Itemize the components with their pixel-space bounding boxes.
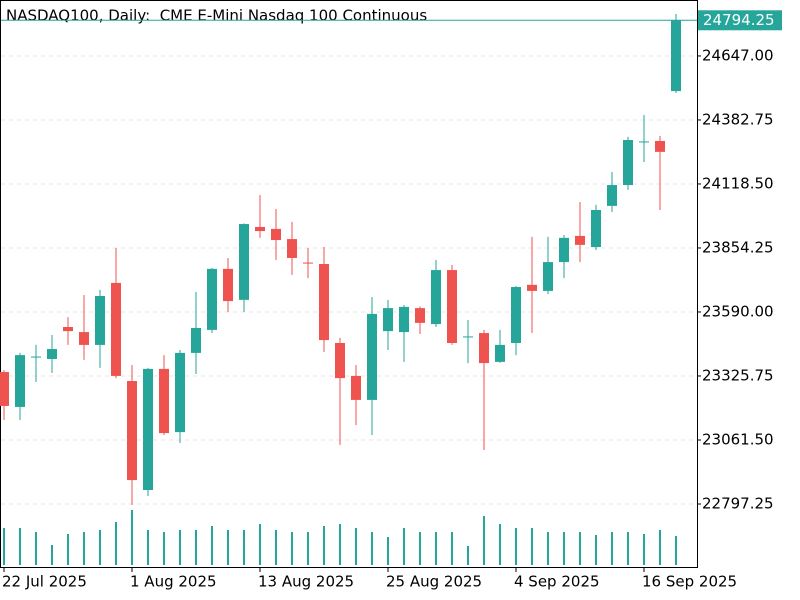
candle-body xyxy=(191,327,201,353)
last-price-box xyxy=(698,10,782,31)
x-tick-label: 1 Aug 2025 xyxy=(130,573,217,591)
chart-title: NASDAQ100, Daily: CME E-Mini Nasdaq 100 … xyxy=(6,7,427,25)
candle-body xyxy=(207,268,217,330)
y-tick-label: 24647.00 xyxy=(702,46,774,64)
candle-body xyxy=(303,262,313,264)
candle-body xyxy=(95,295,105,345)
candle-body xyxy=(575,235,585,245)
candle-body xyxy=(495,344,505,362)
candle-body xyxy=(79,332,89,345)
y-tick-label: 23854.25 xyxy=(702,238,774,256)
candle-body xyxy=(543,262,553,291)
candle-body xyxy=(671,20,681,92)
x-tick-label: 16 Sep 2025 xyxy=(642,573,737,591)
plot-border xyxy=(0,0,698,568)
candle-body xyxy=(591,210,601,248)
candle-body xyxy=(127,381,137,481)
candle-body xyxy=(479,333,489,364)
candle-body xyxy=(47,349,57,359)
candle-body xyxy=(399,306,409,333)
candle-body xyxy=(623,140,633,186)
candle-body xyxy=(175,352,185,433)
candle-body xyxy=(143,368,153,491)
candle-body xyxy=(527,284,537,291)
candle-body xyxy=(383,308,393,332)
y-tick-label: 23061.50 xyxy=(702,430,774,448)
y-tick-label: 23325.75 xyxy=(702,366,774,384)
candle-body xyxy=(367,313,377,400)
y-tick-label: 24382.75 xyxy=(702,110,774,128)
candle-body xyxy=(335,342,345,379)
candle-body xyxy=(287,239,297,258)
y-tick-label: 24118.50 xyxy=(702,174,774,192)
candle-body xyxy=(351,375,361,400)
y-tick-label: 22797.25 xyxy=(702,494,774,512)
candle-body xyxy=(31,356,41,358)
candle-body xyxy=(319,264,329,341)
candle-body xyxy=(223,268,233,302)
candle-body xyxy=(431,270,441,325)
x-tick-label: 13 Aug 2025 xyxy=(258,573,354,591)
candle-body xyxy=(63,326,73,332)
candle-body xyxy=(639,141,649,143)
y-tick-label: 23590.00 xyxy=(702,302,774,320)
candle-body xyxy=(415,308,425,323)
candle-body xyxy=(559,237,569,263)
candle-body xyxy=(447,270,457,343)
candle-body xyxy=(0,372,9,406)
candle-body xyxy=(463,336,473,338)
x-tick-label: 22 Jul 2025 xyxy=(2,573,87,591)
candle-body xyxy=(655,140,665,152)
candle-body xyxy=(271,228,281,241)
last-price-label: 24794.25 xyxy=(703,11,775,29)
candle-body xyxy=(159,368,169,434)
x-tick-label: 25 Aug 2025 xyxy=(386,573,482,591)
candle-body xyxy=(255,226,265,232)
candle-body xyxy=(511,287,521,343)
candle-body xyxy=(111,282,121,376)
candle-body xyxy=(15,355,25,407)
candle-body xyxy=(607,185,617,206)
x-tick-label: 4 Sep 2025 xyxy=(514,573,600,591)
candle-body xyxy=(239,224,249,300)
